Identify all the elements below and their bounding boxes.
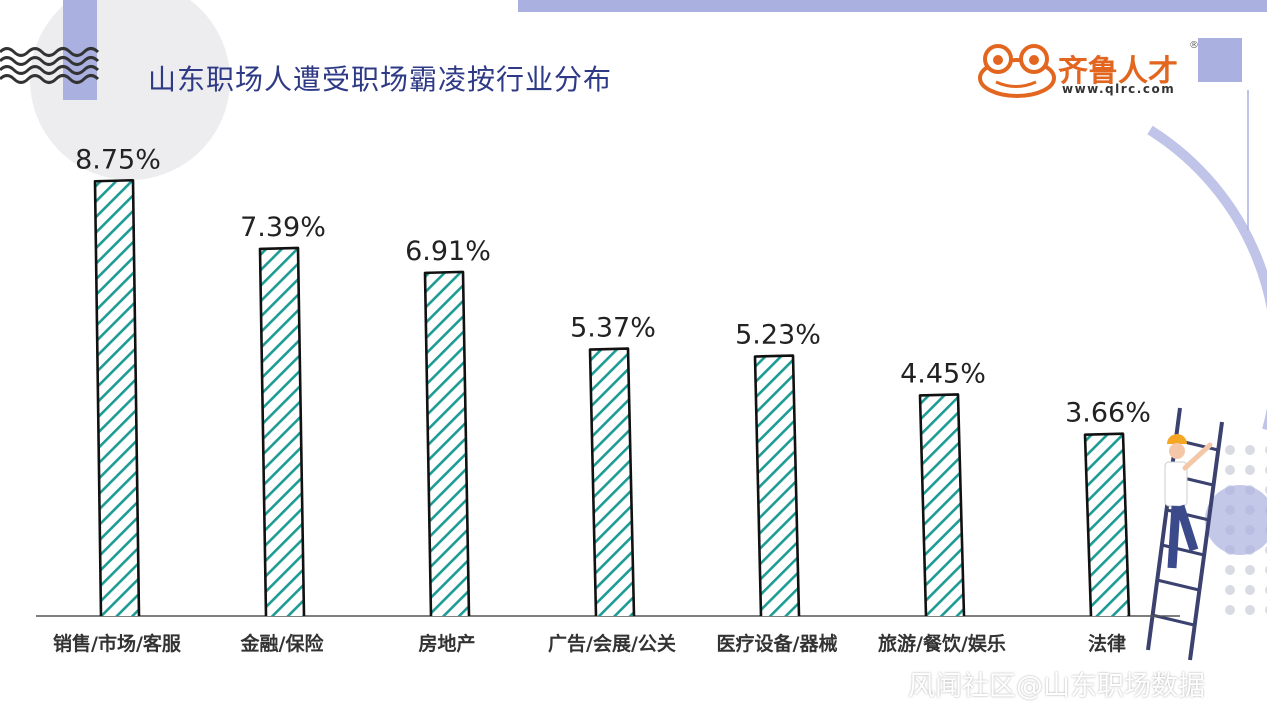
bar-1 bbox=[258, 246, 306, 617]
bar-6 bbox=[1083, 432, 1131, 617]
bar-4 bbox=[753, 354, 801, 617]
data-label-1: 7.39% bbox=[240, 212, 326, 243]
category-label-0: 销售/市场/客服 bbox=[53, 632, 182, 655]
bar-5 bbox=[918, 393, 966, 617]
category-label-5: 旅游/餐饮/娱乐 bbox=[878, 632, 1006, 655]
bar-2 bbox=[423, 270, 471, 617]
category-label-4: 医疗设备/器械 bbox=[717, 632, 838, 655]
logo-name: 齐鲁人才 bbox=[1058, 54, 1178, 89]
logo-url: www.qlrc.com bbox=[1062, 82, 1176, 96]
watermark: 风闻社区@山东职场数据 bbox=[908, 671, 1205, 702]
data-label-5: 4.45% bbox=[900, 358, 986, 389]
data-label-3: 5.37% bbox=[570, 313, 656, 344]
bar-3 bbox=[588, 347, 636, 617]
registered-mark: ® bbox=[1189, 40, 1199, 51]
data-label-0: 8.75% bbox=[75, 144, 161, 175]
ladder-climber-illustration bbox=[1146, 407, 1224, 661]
category-label-2: 房地产 bbox=[418, 632, 475, 655]
background-decoration bbox=[0, 0, 1267, 620]
bar-0 bbox=[93, 178, 141, 617]
data-label-4: 5.23% bbox=[735, 320, 821, 351]
data-label-2: 6.91% bbox=[405, 236, 491, 267]
frog-logo-icon bbox=[978, 44, 1056, 98]
category-label-1: 金融/保险 bbox=[240, 632, 325, 655]
data-label-6: 3.66% bbox=[1065, 398, 1151, 429]
category-label-3: 广告/会展/公关 bbox=[548, 632, 676, 655]
bar-chart: 8.75% 销售/市场/客服 7.39% 金融/保险 6.91% 房地产 5.37% 广告/会… bbox=[36, 144, 1180, 655]
category-label-6: 法律 bbox=[1088, 632, 1126, 655]
page-title: 山东职场人遭受职场霸凌按行业分布 bbox=[148, 63, 613, 96]
